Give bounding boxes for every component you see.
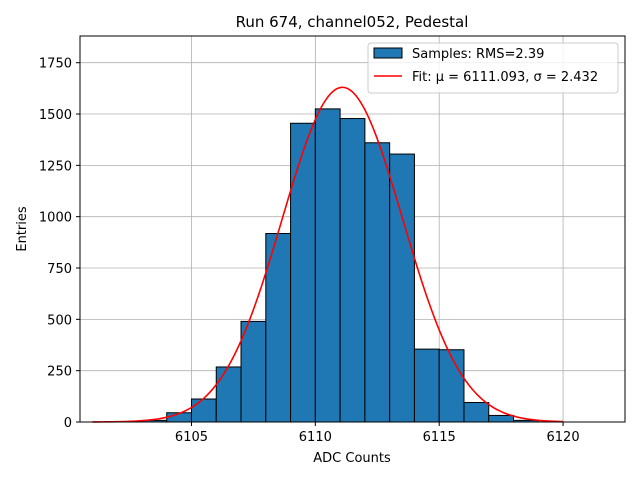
- histogram-bar: [364, 142, 391, 423]
- histogram-bar: [314, 108, 341, 423]
- histogram-bar: [488, 414, 515, 423]
- histogram-bar: [389, 153, 415, 423]
- y-axis-label: Entries: [15, 206, 30, 252]
- histogram-bar: [438, 349, 465, 423]
- x-tick-label: 6110: [299, 430, 332, 445]
- histogram-bar: [290, 122, 316, 423]
- legend-box: [367, 42, 619, 94]
- x-tick-label: 6120: [547, 430, 580, 445]
- histogram-bar: [265, 233, 292, 423]
- y-tick-label: 750: [47, 262, 72, 277]
- y-tick-label: 1500: [39, 108, 72, 123]
- legend: Samples: RMS=2.39 Fit: μ = 6111.093, σ =…: [367, 42, 619, 94]
- legend-samples-patch: [373, 47, 403, 59]
- y-tick-label: 250: [47, 365, 72, 380]
- y-tick-label: 1000: [39, 211, 72, 226]
- gaussian-fit-curve: [92, 86, 564, 423]
- histogram-bar: [463, 401, 490, 423]
- x-tick-label: 6105: [175, 430, 208, 445]
- x-axis-label: ADC Counts: [313, 451, 391, 466]
- y-tick-label: 500: [47, 313, 72, 328]
- histogram-bars: [141, 108, 539, 423]
- legend-samples-label: Samples: RMS=2.39: [412, 47, 544, 62]
- histogram-bar: [339, 118, 366, 423]
- y-tick-label: 1750: [39, 57, 72, 72]
- y-axis-ticks: 0 250 500 750 1000 1250 1500 1750: [39, 57, 80, 431]
- x-axis-ticks: 6105 6110 6115 6120: [175, 422, 580, 445]
- x-tick-label: 6115: [423, 430, 456, 445]
- plot-frame: [79, 35, 626, 423]
- chart-title: Run 674, channel052, Pedestal: [236, 13, 469, 31]
- histogram-bar: [190, 398, 217, 423]
- histogram-bar: [413, 348, 440, 423]
- y-tick-label: 1250: [39, 159, 72, 174]
- legend-fit-label: Fit: μ = 6111.093, σ = 2.432: [412, 70, 598, 85]
- histogram-bar: [240, 320, 267, 423]
- histogram-bar: [215, 366, 242, 423]
- y-tick-label: 0: [64, 416, 72, 431]
